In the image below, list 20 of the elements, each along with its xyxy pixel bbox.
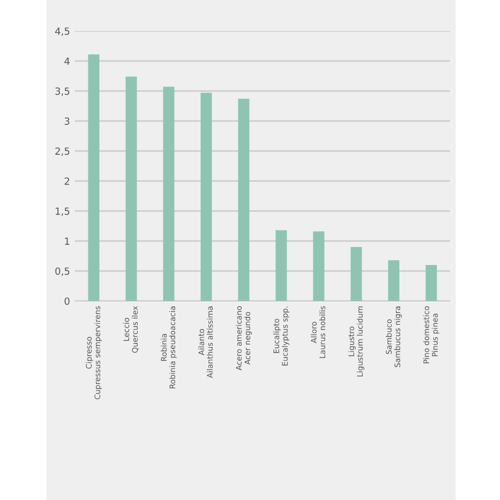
- bar: [350, 247, 362, 301]
- y-tick-label: 0: [64, 297, 70, 305]
- bar: [426, 265, 437, 301]
- y-tick-label: 3: [64, 117, 70, 125]
- bar: [163, 86, 174, 301]
- bar: [200, 92, 212, 301]
- y-tick-label: 4,5: [55, 28, 70, 36]
- y-tick-label: 2,5: [55, 147, 70, 156]
- y-tick-label: 3,5: [55, 87, 70, 96]
- y-tick-label: 1,5: [56, 208, 70, 216]
- bar: [276, 230, 287, 301]
- y-tick-label: 0,5: [55, 267, 70, 276]
- bar: [388, 260, 400, 301]
- bar: [126, 76, 137, 301]
- bar: [313, 231, 324, 301]
- bar: [88, 54, 100, 301]
- y-tick-label: 2: [64, 177, 70, 185]
- bar: [238, 98, 250, 301]
- y-tick-label: 1: [65, 238, 70, 245]
- y-tick-label: 4: [64, 58, 70, 65]
